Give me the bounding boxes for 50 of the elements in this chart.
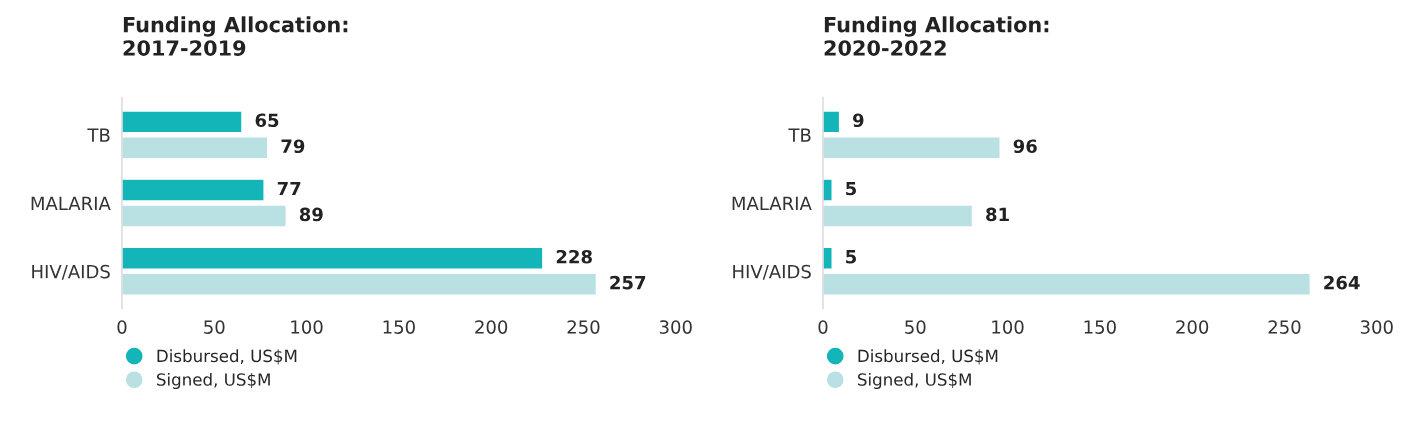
bar [822, 136, 1001, 160]
data-label: 9 [853, 113, 864, 128]
data-label: 264 [1324, 275, 1360, 290]
x-tick-label: 100 [992, 320, 1024, 334]
x-tick-label: 50 [204, 320, 225, 334]
bar [121, 272, 598, 296]
x-tick-label: 200 [1176, 320, 1209, 334]
y-tick-label: TB [788, 128, 811, 142]
data-label: 65 [255, 113, 279, 128]
x-tick-label: 250 [1268, 320, 1301, 334]
x-tick-label: 100 [291, 320, 323, 334]
x-tick-label: 150 [383, 320, 415, 334]
x-tick-label: 250 [567, 320, 600, 334]
x-tick-label: 300 [1360, 320, 1393, 334]
bar [121, 110, 243, 134]
legend-label: Disbursed, US$M [858, 349, 998, 365]
x-tick-label: 150 [1084, 320, 1116, 334]
data-label: 228 [556, 249, 592, 264]
chart-title: Funding Allocation: 2017-2019 [123, 16, 348, 56]
legend-label: Signed, US$M [157, 372, 270, 390]
bar [822, 246, 833, 270]
x-tick-label: 200 [475, 320, 508, 334]
chart-title: Funding Allocation: 2020-2022 [824, 16, 1049, 56]
bar [822, 110, 841, 134]
bar [121, 246, 544, 270]
y-tick-label: TB [87, 128, 110, 142]
data-label: 79 [281, 139, 305, 154]
y-tick-label: MALARIA [732, 196, 812, 210]
bar [822, 178, 833, 202]
bar [121, 204, 287, 228]
bar [822, 204, 974, 228]
data-label: 81 [986, 207, 1009, 222]
data-label: 96 [1013, 139, 1037, 154]
y-tick-label: HIV/AIDS [32, 264, 110, 280]
data-label: 5 [846, 181, 857, 196]
data-label: 77 [277, 181, 301, 196]
x-tick-label: 50 [905, 320, 926, 334]
legend-label: Disbursed, US$M [157, 349, 297, 365]
x-tick-label: 0 [818, 320, 828, 334]
data-label: 5 [846, 250, 857, 264]
x-tick-label: 300 [659, 320, 692, 334]
bar [822, 272, 1312, 296]
y-tick-label: HIV/AIDS [733, 264, 811, 280]
bar [121, 136, 269, 160]
bar [121, 178, 265, 202]
data-label: 257 [610, 275, 646, 290]
legend-label: Signed, US$M [858, 372, 971, 390]
data-label: 89 [299, 207, 323, 222]
x-tick-label: 0 [117, 320, 127, 334]
y-tick-label: MALARIA [31, 196, 111, 210]
